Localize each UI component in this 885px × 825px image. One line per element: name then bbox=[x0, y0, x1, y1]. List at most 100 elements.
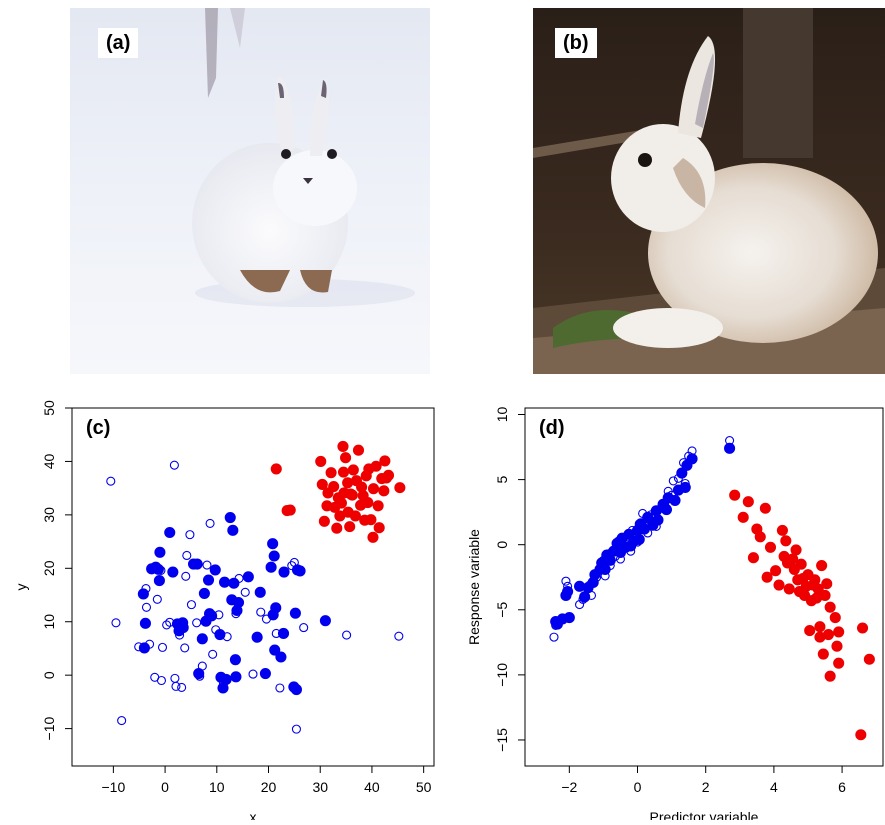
filled-red-point bbox=[817, 648, 829, 660]
x-tick-label: 10 bbox=[209, 779, 225, 795]
filled-red-point bbox=[829, 612, 841, 624]
open-blue-point bbox=[668, 476, 678, 486]
filled-blue-point bbox=[224, 511, 236, 524]
filled-blue-point bbox=[137, 588, 149, 600]
filled-red-point bbox=[790, 544, 802, 556]
filled-blue-point bbox=[724, 442, 736, 454]
open-blue-point bbox=[561, 576, 571, 586]
filled-blue-point bbox=[686, 453, 698, 465]
filled-blue-point bbox=[290, 684, 302, 696]
x-axis-label: Predictor variable bbox=[650, 809, 759, 820]
open-blue-point bbox=[240, 587, 250, 597]
filled-red-point bbox=[367, 483, 380, 495]
filled-blue-point bbox=[154, 546, 166, 558]
filled-red-point bbox=[328, 480, 340, 493]
x-tick-label: 40 bbox=[364, 779, 380, 795]
x-tick-label: 0 bbox=[634, 779, 642, 795]
open-blue-point bbox=[186, 600, 197, 610]
panel-tag-c: (c) bbox=[86, 417, 110, 439]
filled-red-point bbox=[863, 653, 875, 665]
filled-blue-point bbox=[228, 577, 240, 589]
x-tick-label: 30 bbox=[312, 779, 328, 795]
filled-blue-point bbox=[277, 627, 290, 640]
filled-blue-point bbox=[193, 668, 205, 680]
filled-red-point bbox=[346, 489, 358, 501]
open-blue-point bbox=[202, 560, 212, 570]
filled-blue-point bbox=[139, 617, 151, 629]
filled-blue-point bbox=[251, 631, 263, 643]
filled-red-point bbox=[831, 640, 843, 652]
filled-red-point bbox=[337, 466, 350, 478]
filled-red-point bbox=[335, 497, 347, 509]
filled-blue-point bbox=[209, 564, 221, 576]
open-blue-point bbox=[156, 675, 167, 686]
open-blue-point bbox=[152, 594, 162, 604]
x-tick-label: 6 bbox=[838, 779, 846, 795]
filled-blue-point bbox=[164, 526, 176, 539]
filled-red-point bbox=[349, 510, 361, 522]
filled-red-point bbox=[337, 440, 349, 453]
filled-red-point bbox=[819, 589, 831, 602]
y-tick-label: 0 bbox=[494, 541, 510, 549]
filled-blue-point bbox=[268, 550, 280, 562]
filled-red-point bbox=[742, 496, 754, 508]
y-tick-label: 0 bbox=[41, 671, 57, 679]
open-blue-point bbox=[177, 682, 187, 693]
plot-frame bbox=[71, 407, 435, 767]
open-blue-point bbox=[181, 571, 191, 581]
filled-red-point bbox=[373, 522, 385, 534]
filled-red-point bbox=[761, 571, 773, 583]
plot-frame bbox=[524, 407, 884, 767]
filled-blue-point bbox=[206, 610, 218, 622]
y-tick-label: −15 bbox=[494, 728, 510, 752]
filled-red-point bbox=[379, 455, 391, 467]
x-tick-label: −10 bbox=[101, 779, 125, 795]
filled-blue-point bbox=[219, 576, 231, 588]
filled-red-point bbox=[352, 444, 365, 456]
filled-blue-point bbox=[319, 615, 331, 627]
filled-red-point bbox=[347, 464, 359, 476]
filled-red-point bbox=[764, 541, 777, 553]
open-blue-point bbox=[182, 550, 192, 561]
filled-blue-point bbox=[270, 602, 282, 614]
filled-red-point bbox=[824, 670, 836, 682]
filled-red-point bbox=[809, 574, 821, 586]
y-axis-label: Response variable bbox=[466, 529, 482, 645]
open-blue-point bbox=[111, 618, 121, 628]
filled-red-point bbox=[747, 552, 759, 564]
filled-blue-point bbox=[604, 554, 616, 566]
filled-red-point bbox=[833, 657, 845, 669]
filled-red-point bbox=[795, 558, 807, 570]
y-tick-label: 20 bbox=[41, 560, 57, 576]
filled-blue-point bbox=[259, 668, 271, 680]
photo-b-mottled-hare: (b) bbox=[533, 8, 885, 374]
filled-blue-point bbox=[669, 494, 681, 506]
panel-tag-a: (a) bbox=[98, 28, 139, 58]
filled-blue-point bbox=[230, 671, 242, 683]
filled-blue-point bbox=[560, 589, 572, 602]
open-blue-point bbox=[141, 602, 152, 612]
filled-blue-point bbox=[242, 571, 254, 583]
scatter-plot-c: −10 0 10 20 30 40 50 −10 0 10 20 30 40 50 (c) x y bbox=[13, 400, 435, 825]
filled-blue-point bbox=[679, 481, 691, 493]
filled-red-point bbox=[804, 625, 816, 637]
filled-blue-point bbox=[227, 524, 239, 536]
filled-red-point bbox=[344, 521, 356, 533]
panel-tag-d: (d) bbox=[539, 417, 565, 439]
filled-red-point bbox=[759, 502, 771, 514]
open-blue-point bbox=[549, 632, 559, 642]
filled-blue-point bbox=[265, 561, 277, 573]
filled-red-point bbox=[370, 460, 382, 472]
open-blue-point bbox=[342, 630, 352, 640]
hare-winter-illustration bbox=[70, 8, 430, 374]
filled-blue-point bbox=[579, 591, 591, 603]
y-tick-label: 50 bbox=[41, 400, 57, 416]
filled-red-point bbox=[382, 469, 395, 481]
filled-red-point bbox=[284, 504, 296, 516]
y-axis-label: y bbox=[13, 584, 29, 591]
filled-red-point bbox=[856, 622, 869, 634]
open-blue-point bbox=[205, 518, 215, 528]
filled-blue-point bbox=[676, 467, 688, 479]
filled-blue-point bbox=[269, 644, 281, 656]
open-blue-point bbox=[180, 643, 190, 653]
